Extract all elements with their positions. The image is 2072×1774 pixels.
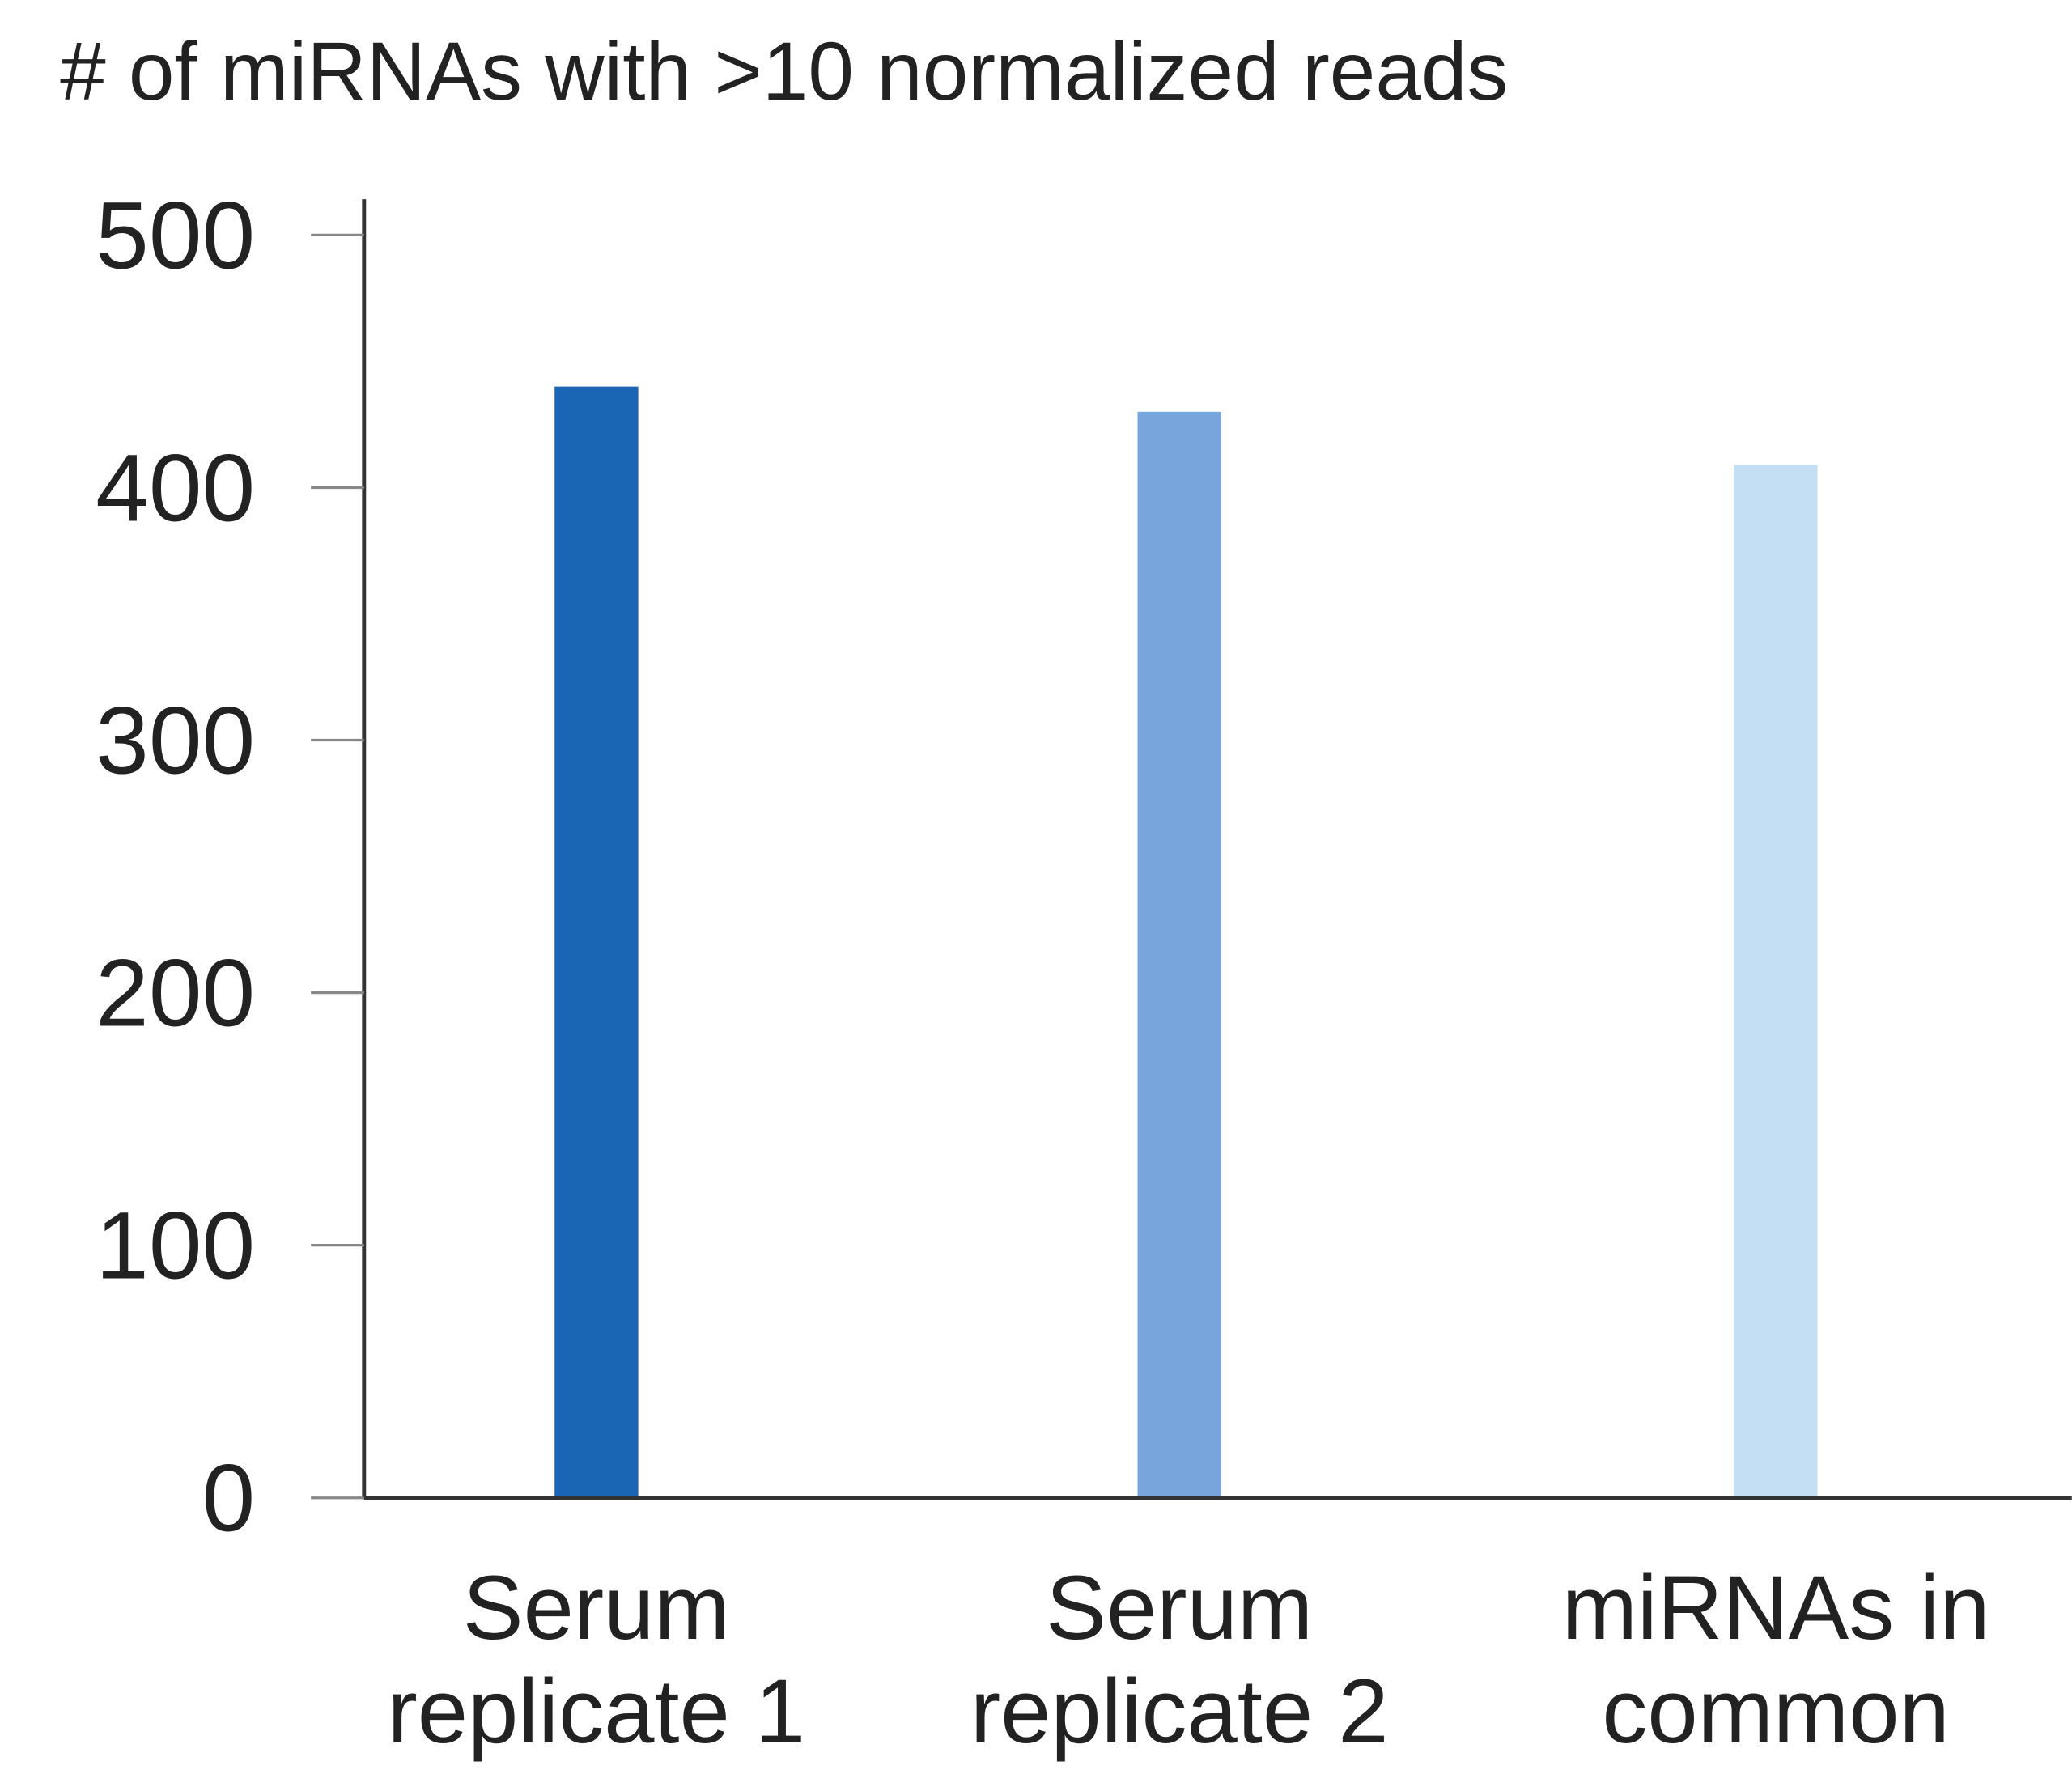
x-tick-label: Serum replicate 1 [387, 1557, 806, 1763]
x-tick-label: miRNAs in common [1561, 1557, 1990, 1763]
y-tick-label: 200 [96, 940, 255, 1047]
bar [1137, 411, 1221, 1498]
y-tick-label: 300 [96, 688, 255, 795]
y-tick-label: 400 [96, 435, 255, 541]
x-tick-label: Serum replicate 2 [970, 1557, 1389, 1763]
y-tick-label: 100 [96, 1193, 255, 1300]
y-tick-label: 0 [202, 1445, 256, 1552]
bar [554, 386, 639, 1498]
chart-title: # of miRNAs with >10 normalized reads [60, 25, 1508, 117]
y-tick-label: 500 [96, 182, 255, 289]
bar [1734, 465, 1818, 1498]
